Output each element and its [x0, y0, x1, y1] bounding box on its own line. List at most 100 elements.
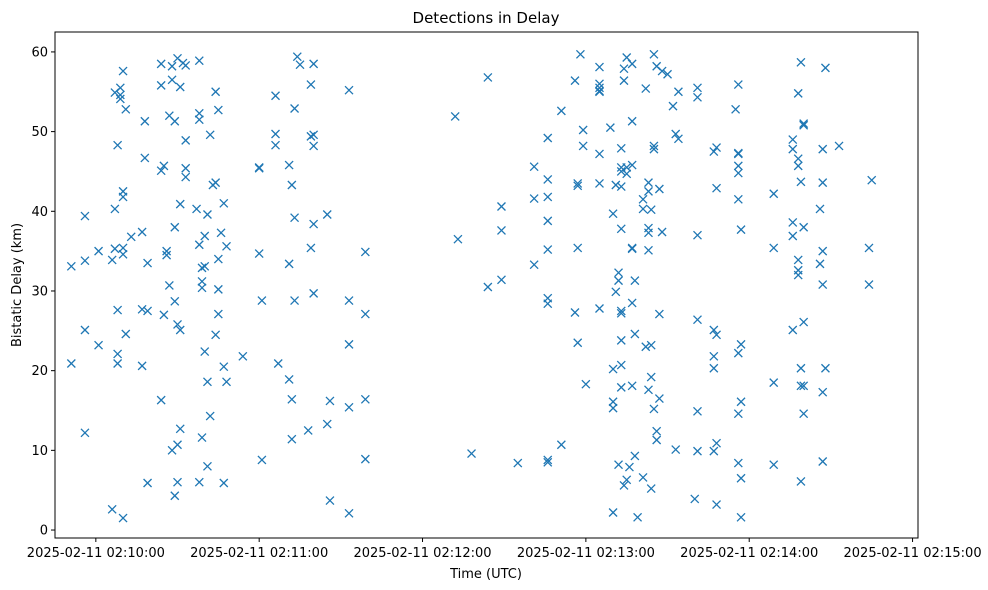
data-point: [181, 61, 191, 70]
data-point: [578, 125, 588, 135]
data-point: [66, 359, 76, 368]
data-point: [608, 397, 618, 407]
data-point: [630, 451, 640, 461]
data-point: [543, 455, 553, 465]
data-point: [173, 319, 182, 329]
data-point: [673, 134, 683, 144]
data-point: [497, 225, 506, 235]
data-point: [529, 162, 539, 172]
y-tick-label: 50: [31, 125, 48, 140]
data-point: [627, 243, 637, 253]
data-point: [820, 363, 830, 373]
data-point: [818, 246, 828, 256]
data-point: [799, 119, 809, 129]
x-tick-label: 2025-02-11 02:11:00: [190, 546, 328, 561]
data-point: [649, 144, 659, 154]
data-point: [595, 304, 604, 313]
data-point: [622, 475, 632, 485]
data-point: [641, 84, 651, 94]
data-point: [325, 496, 335, 506]
data-point: [733, 168, 743, 178]
data-point: [616, 224, 626, 234]
data-point: [290, 104, 300, 113]
data-point: [107, 504, 117, 514]
data-point: [170, 222, 180, 232]
data-point: [309, 59, 319, 69]
data-point: [793, 88, 803, 98]
data-point: [624, 462, 634, 472]
data-point: [709, 446, 719, 456]
data-point: [788, 144, 798, 154]
data-point: [543, 174, 553, 184]
data-points: [66, 49, 877, 523]
data-point: [483, 72, 493, 82]
data-point: [284, 259, 294, 269]
data-point: [769, 378, 779, 388]
data-point: [867, 175, 877, 185]
data-point: [573, 338, 583, 348]
data-point: [159, 161, 169, 171]
data-point: [818, 144, 828, 154]
data-point: [309, 130, 319, 140]
data-point: [143, 478, 153, 488]
data-point: [273, 359, 283, 368]
data-point: [595, 79, 604, 89]
data-point: [181, 135, 191, 145]
data-point: [194, 56, 204, 66]
data-point: [306, 243, 316, 253]
data-point: [818, 280, 828, 290]
data-point: [834, 141, 844, 151]
data-point: [170, 116, 180, 126]
x-tick-label: 2025-02-11 02:14:00: [680, 546, 818, 561]
y-tick-label: 30: [31, 284, 48, 299]
data-point: [815, 204, 825, 214]
data-point: [622, 163, 632, 172]
data-point: [622, 169, 632, 179]
data-point: [712, 500, 722, 509]
data-point: [611, 180, 621, 190]
data-point: [693, 446, 702, 456]
data-point: [641, 342, 651, 352]
data-point: [573, 181, 583, 191]
data-point: [202, 461, 212, 471]
data-point: [271, 91, 280, 101]
data-point: [709, 147, 719, 156]
data-point: [162, 246, 172, 256]
data-point: [192, 204, 202, 214]
data-point: [616, 166, 626, 176]
data-point: [175, 325, 185, 335]
data-point: [575, 49, 585, 59]
y-tick-label: 10: [31, 444, 48, 459]
data-point: [290, 213, 300, 223]
data-point: [284, 160, 294, 170]
data-point: [257, 296, 267, 305]
data-point: [202, 210, 212, 219]
data-point: [611, 287, 621, 297]
data-point: [497, 275, 506, 285]
data-point: [107, 255, 117, 265]
data-point: [733, 194, 743, 204]
data-point: [608, 508, 618, 517]
data-point: [668, 101, 678, 111]
data-point: [573, 243, 583, 253]
data-point: [113, 349, 123, 359]
data-point: [543, 133, 553, 143]
data-point: [578, 141, 588, 151]
data-point: [638, 194, 648, 204]
data-point: [287, 434, 297, 444]
data-point: [219, 198, 229, 208]
data-point: [194, 477, 204, 487]
data-point: [646, 340, 656, 350]
data-point: [113, 359, 123, 368]
data-point: [167, 75, 177, 85]
data-point: [796, 476, 806, 486]
data-point: [818, 457, 828, 466]
data-point: [799, 120, 809, 130]
data-point: [793, 255, 803, 265]
data-point: [529, 260, 539, 270]
data-point: [693, 92, 702, 102]
data-point: [254, 163, 264, 172]
data-point: [322, 419, 332, 429]
data-point: [733, 409, 743, 419]
data-point: [733, 348, 743, 358]
